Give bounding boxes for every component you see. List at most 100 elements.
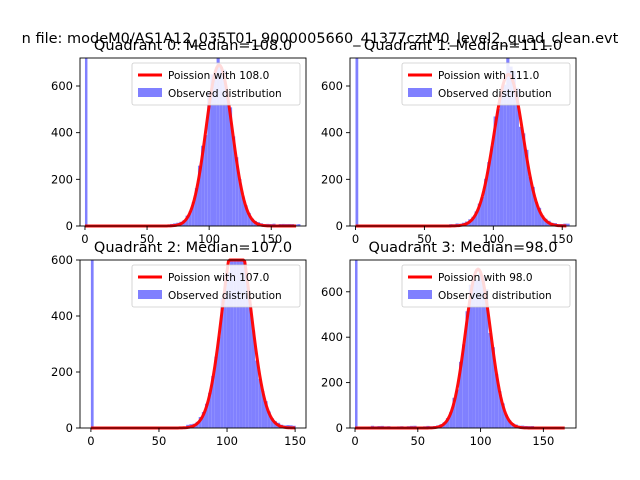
observed-bar bbox=[498, 391, 502, 428]
axes-frame bbox=[349, 57, 577, 227]
axes-frame bbox=[349, 259, 577, 429]
observed-bar bbox=[220, 297, 224, 428]
observed-bar bbox=[484, 178, 488, 226]
y-tick-label: 0 bbox=[336, 219, 343, 233]
observed-bar bbox=[235, 157, 239, 226]
observed-bar bbox=[488, 333, 492, 428]
subplot-title: Quadrant 0: Median=108.0 bbox=[94, 38, 292, 54]
observed-bar bbox=[251, 330, 256, 428]
legend-entry-poisson: Poission with 98.0 bbox=[438, 272, 533, 284]
x-tick-label: 150 bbox=[551, 232, 573, 246]
observed-bar bbox=[537, 207, 542, 226]
observed-bar bbox=[223, 274, 227, 428]
x-tick-label: 100 bbox=[216, 434, 238, 448]
observed-bar bbox=[244, 205, 248, 226]
observed-bar bbox=[210, 74, 214, 226]
y-tick-label: 200 bbox=[51, 172, 73, 186]
observed-bar bbox=[242, 260, 246, 428]
observed-bar bbox=[217, 336, 221, 428]
y-tick-label: 600 bbox=[321, 79, 343, 93]
subplot-3: 0 50 100 150 0 200 400 600 Quadrant 3: Median=98… bbox=[321, 240, 577, 448]
axes-frame bbox=[79, 259, 307, 429]
observed-bar bbox=[188, 211, 192, 226]
observed-bar bbox=[541, 215, 545, 226]
observed-bar bbox=[512, 71, 516, 227]
y-tick-label: 600 bbox=[51, 253, 73, 267]
observed-bar bbox=[258, 378, 262, 428]
subplot-title: Quadrant 2: Median=107.0 bbox=[94, 240, 292, 256]
observed-bar bbox=[216, 58, 220, 226]
x-tick-label: 50 bbox=[152, 434, 167, 448]
observed-bar bbox=[507, 420, 512, 428]
observed-bar bbox=[232, 136, 236, 226]
observed-bar bbox=[222, 69, 226, 226]
observed-bar bbox=[491, 347, 495, 428]
legend-bar-swatch bbox=[408, 290, 432, 299]
x-tick-label: 0 bbox=[81, 232, 88, 246]
axes-frame bbox=[79, 57, 307, 227]
y-tick-label: 0 bbox=[66, 421, 73, 435]
y-tick-label: 400 bbox=[321, 330, 343, 344]
observed-bar bbox=[233, 260, 237, 428]
y-tick-label: 0 bbox=[66, 219, 73, 233]
x-tick-label: 150 bbox=[260, 232, 282, 246]
observed-bar bbox=[245, 279, 249, 428]
observed-bar bbox=[219, 66, 223, 226]
observed-bar bbox=[255, 360, 259, 428]
y-tick-label: 400 bbox=[321, 126, 343, 140]
observed-bar bbox=[509, 66, 513, 226]
observed-bar bbox=[201, 411, 205, 428]
y-tick-label: 200 bbox=[321, 172, 343, 186]
observed-bar bbox=[518, 126, 523, 226]
observed-bar bbox=[297, 224, 301, 226]
observed-bar bbox=[485, 289, 489, 428]
observed-bar bbox=[225, 97, 230, 226]
observed-bar bbox=[204, 403, 209, 428]
x-tick-label: 100 bbox=[482, 232, 504, 246]
legend: Poission with 107.0 Observed distribution bbox=[131, 264, 301, 308]
observed-bar bbox=[474, 211, 478, 226]
observed-bar-zero bbox=[355, 260, 358, 428]
legend-entry-observed: Observed distribution bbox=[438, 88, 552, 100]
figure-suptitle: n file: modeM0/AS1A12_035T01_9000005660_… bbox=[22, 31, 619, 47]
observed-bar bbox=[204, 135, 208, 226]
observed-bar bbox=[230, 260, 234, 428]
observed-bar bbox=[207, 91, 211, 226]
observed-bar bbox=[528, 176, 532, 226]
observed-bar bbox=[503, 84, 507, 226]
observed-bar bbox=[452, 397, 456, 428]
x-tick-label: 0 bbox=[87, 434, 94, 448]
observed-bar bbox=[445, 418, 450, 428]
legend-frame bbox=[401, 264, 571, 308]
observed-bar bbox=[267, 411, 271, 428]
y-tick-label: 200 bbox=[51, 365, 73, 379]
observed-bar bbox=[534, 202, 538, 226]
observed-bar bbox=[213, 71, 217, 226]
observed-bar bbox=[236, 260, 240, 428]
observed-bar bbox=[264, 401, 268, 428]
observed-bar bbox=[472, 276, 476, 428]
observed-bar bbox=[214, 356, 218, 428]
observed-bar bbox=[465, 311, 469, 428]
x-tick-label: 50 bbox=[417, 232, 432, 246]
y-tick-label: 200 bbox=[321, 376, 343, 390]
observed-bar bbox=[566, 223, 570, 226]
legend-frame bbox=[401, 62, 571, 106]
subplot-1: 0 50 100 150 0 200 400 600 Quadrant 1: Median=11… bbox=[321, 38, 577, 246]
observed-bar bbox=[270, 418, 274, 428]
legend-bar-swatch bbox=[138, 88, 162, 97]
observed-bar bbox=[494, 373, 499, 428]
observed-bar bbox=[194, 188, 198, 226]
legend-entry-observed: Observed distribution bbox=[168, 290, 282, 302]
legend: Poission with 108.0 Observed distribution bbox=[131, 62, 301, 106]
x-tick-label: 50 bbox=[410, 434, 425, 448]
legend-entry-poisson: Poission with 108.0 bbox=[168, 70, 269, 82]
observed-bar bbox=[481, 275, 486, 428]
x-tick-label: 50 bbox=[140, 232, 155, 246]
observed-bar bbox=[504, 414, 508, 428]
observed-bar bbox=[201, 145, 205, 226]
observed-bar bbox=[480, 196, 485, 226]
observed-bar bbox=[239, 260, 243, 428]
x-tick-label: 100 bbox=[470, 434, 492, 448]
observed-bar bbox=[475, 279, 479, 428]
